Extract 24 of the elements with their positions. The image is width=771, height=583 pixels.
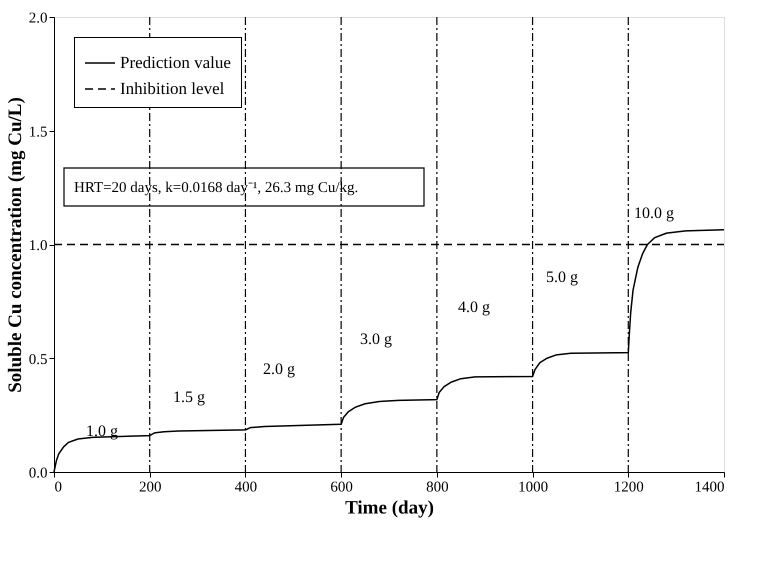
- y-tick-label: 2.0: [28, 10, 48, 26]
- legend-label: Prediction value: [120, 53, 231, 72]
- legend-label: Inhibition level: [120, 79, 225, 98]
- annotation: 1.5 g: [173, 389, 205, 406]
- x-tick-label: 400: [234, 480, 258, 496]
- y-tick-label: 0.5: [28, 352, 48, 368]
- annotation: 2.0 g: [263, 361, 295, 378]
- annotation: 4.0 g: [458, 299, 490, 316]
- y-tick-label: 1.0: [28, 238, 48, 254]
- x-tick-label: 800: [426, 480, 449, 496]
- annotation: HRT=20 days, k=0.0168 day⁻¹, 26.3 mg Cu/kg.: [74, 180, 358, 196]
- x-tick-label: 1000: [518, 480, 548, 496]
- annotation: 3.0 g: [360, 331, 392, 348]
- y-tick-label: 1.5: [28, 124, 48, 140]
- y-axis-title: Soluble Cu concentration (mg Cu/L): [4, 97, 26, 393]
- x-tick-label: 600: [330, 480, 353, 496]
- x-tick-label: 1200: [614, 480, 644, 496]
- y-tick-label: 0.0: [28, 466, 48, 482]
- x-axis-title: Time (day): [345, 498, 434, 518]
- x-tick-label: 1400: [694, 480, 724, 496]
- x-tick-label: 0: [54, 480, 62, 496]
- annotation: 10.0 g: [634, 205, 674, 222]
- x-tick-label: 200: [138, 480, 162, 496]
- annotation: 5.0 g: [546, 269, 578, 286]
